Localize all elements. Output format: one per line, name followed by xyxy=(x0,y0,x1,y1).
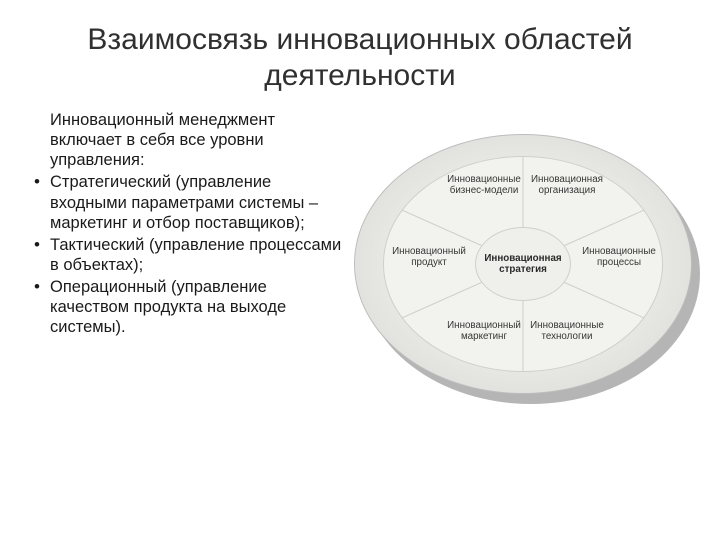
content-row: Инновационный менеджмент включает в себя… xyxy=(0,102,720,410)
diagram-column: Инновационная стратегия Инновационные би… xyxy=(348,110,710,410)
wheel-diagram: Инновационная стратегия Инновационные би… xyxy=(354,130,694,410)
sector-label: Инновационные бизнес-модели xyxy=(441,174,527,197)
sector-label: Инновационные процессы xyxy=(576,246,662,269)
sector-label: Инновационная организация xyxy=(524,174,610,197)
intro-paragraph: Инновационный менеджмент включает в себя… xyxy=(36,110,342,170)
sector-label: Инновационные технологии xyxy=(524,320,610,343)
slide-title: Взаимосвязь инновационных областей деяте… xyxy=(0,0,720,102)
list-item: Операционный (управление качеством проду… xyxy=(36,277,342,337)
sector-label: Инновационный продукт xyxy=(386,246,472,269)
list-item: Стратегический (управление входными пара… xyxy=(36,172,342,232)
bullet-list: Стратегический (управление входными пара… xyxy=(36,172,342,337)
center-label: Инновационная стратегия xyxy=(480,253,566,276)
sector-label: Инновационный маркетинг xyxy=(441,320,527,343)
text-column: Инновационный менеджмент включает в себя… xyxy=(10,110,348,410)
list-item: Тактический (управление процессами в объ… xyxy=(36,235,342,275)
diagram-center: Инновационная стратегия xyxy=(475,227,571,301)
